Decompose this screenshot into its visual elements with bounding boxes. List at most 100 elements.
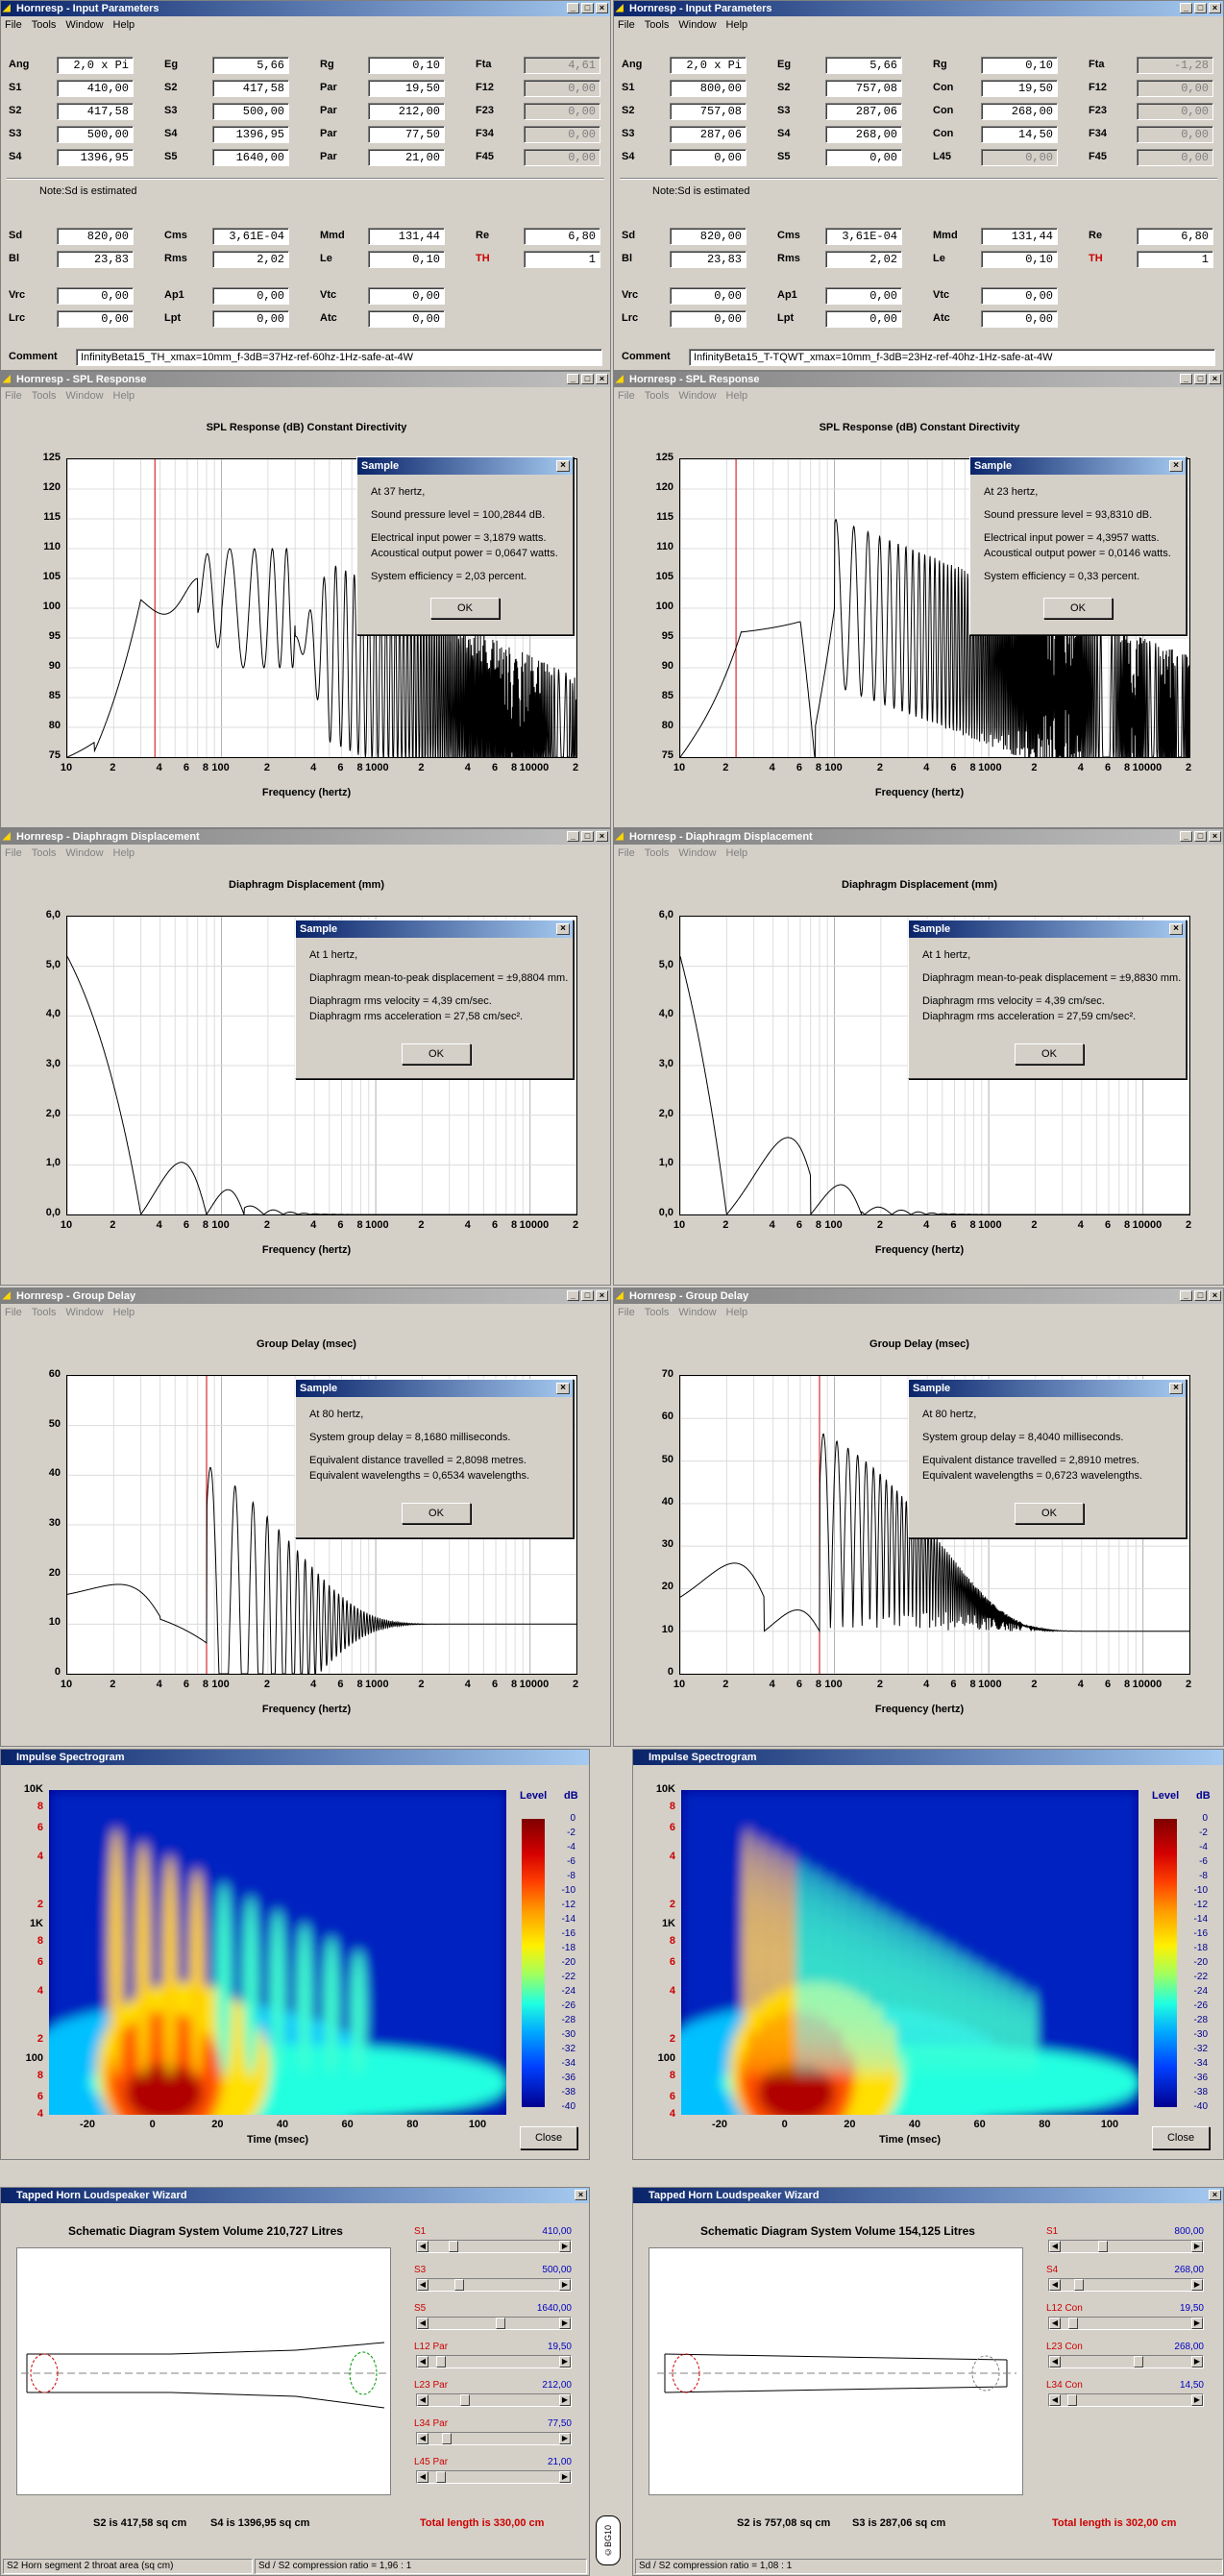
slider-thumb[interactable] [1068, 2318, 1079, 2329]
slider-left-arrow-icon[interactable]: ◀ [1049, 2279, 1061, 2291]
menu-window[interactable]: Window [65, 1307, 104, 1318]
parameter-slider[interactable]: ◀ ▶ [416, 2278, 572, 2292]
menu-file[interactable]: File [5, 19, 22, 31]
driver-field[interactable]: 23,83 [670, 251, 747, 268]
driver-field[interactable]: 131,44 [368, 228, 445, 245]
dialog-close-button[interactable]: × [1169, 460, 1183, 472]
slider-right-arrow-icon[interactable]: ▶ [559, 2471, 571, 2483]
dialog-title-bar[interactable]: Sample × [296, 920, 573, 938]
dialog-title-bar[interactable]: Sample × [296, 1380, 573, 1397]
maximize-button[interactable]: □ [581, 831, 594, 842]
driver-field[interactable]: 1 [1137, 251, 1213, 268]
param-field[interactable]: 287,06 [670, 126, 747, 143]
menu-file[interactable]: File [5, 1307, 22, 1318]
ok-button[interactable]: OK [1043, 598, 1113, 619]
close-button[interactable]: Close [520, 2126, 577, 2149]
slider-thumb[interactable] [436, 2471, 447, 2483]
slider-left-arrow-icon[interactable]: ◀ [1049, 2394, 1061, 2406]
minimize-button[interactable]: _ [1180, 1290, 1192, 1301]
param-field[interactable]: 21,00 [368, 149, 445, 166]
slider-left-arrow-icon[interactable]: ◀ [417, 2241, 428, 2252]
slider-left-arrow-icon[interactable]: ◀ [417, 2433, 428, 2444]
slider-thumb[interactable] [1134, 2356, 1144, 2367]
chamber-field[interactable]: 0,00 [57, 287, 134, 305]
title-bar[interactable]: Impulse Spectrogram [633, 1750, 1223, 1765]
minimize-button[interactable]: _ [567, 3, 579, 13]
slider-left-arrow-icon[interactable]: ◀ [417, 2279, 428, 2291]
menu-help[interactable]: Help [725, 390, 748, 402]
slider-left-arrow-icon[interactable]: ◀ [1049, 2318, 1061, 2329]
minimize-button[interactable]: _ [1180, 374, 1192, 384]
ok-button[interactable]: OK [1015, 1043, 1084, 1065]
slider-left-arrow-icon[interactable]: ◀ [417, 2471, 428, 2483]
ok-button[interactable]: OK [402, 1043, 471, 1065]
param-field[interactable]: 1396,95 [212, 126, 289, 143]
slider-thumb[interactable] [1098, 2241, 1109, 2252]
menu-window[interactable]: Window [65, 390, 104, 402]
driver-field[interactable]: 0,10 [368, 251, 445, 268]
param-field[interactable]: 500,00 [57, 126, 134, 143]
param-field[interactable]: 1640,00 [212, 149, 289, 166]
menu-tools[interactable]: Tools [31, 847, 57, 859]
menu-file[interactable]: File [618, 847, 635, 859]
close-button[interactable]: × [596, 374, 608, 384]
slider-right-arrow-icon[interactable]: ▶ [1191, 2356, 1203, 2367]
slider-right-arrow-icon[interactable]: ▶ [1191, 2318, 1203, 2329]
parameter-slider[interactable]: ◀ ▶ [1048, 2355, 1204, 2368]
slider-right-arrow-icon[interactable]: ▶ [559, 2356, 571, 2367]
param-field[interactable]: 0,00 [825, 149, 902, 166]
param-field[interactable]: 500,00 [212, 103, 289, 120]
slider-left-arrow-icon[interactable]: ◀ [417, 2318, 428, 2329]
parameter-slider[interactable]: ◀ ▶ [416, 2355, 572, 2368]
menu-help[interactable]: Help [725, 1307, 748, 1318]
slider-right-arrow-icon[interactable]: ▶ [1191, 2394, 1203, 2406]
param-field[interactable]: 800,00 [670, 80, 747, 97]
param-field[interactable]: 268,00 [981, 103, 1058, 120]
chamber-field[interactable]: 0,00 [368, 310, 445, 328]
title-bar[interactable]: ◢ Hornresp - Diaphragm Displacement _ □ × [614, 829, 1223, 845]
driver-field[interactable]: 0,10 [981, 251, 1058, 268]
maximize-button[interactable]: □ [1194, 1290, 1207, 1301]
menu-help[interactable]: Help [112, 847, 135, 859]
param-field[interactable]: 14,50 [981, 126, 1058, 143]
driver-field[interactable]: 23,83 [57, 251, 134, 268]
minimize-button[interactable]: _ [567, 1290, 579, 1301]
chamber-field[interactable]: 0,00 [825, 310, 902, 328]
parameter-slider[interactable]: ◀ ▶ [416, 2240, 572, 2253]
driver-field[interactable]: 820,00 [57, 228, 134, 245]
dialog-close-button[interactable]: × [556, 1383, 570, 1394]
param-field[interactable]: 0,10 [981, 57, 1058, 74]
parameter-slider[interactable]: ◀ ▶ [1048, 2393, 1204, 2407]
title-bar[interactable]: Tapped Horn Loudspeaker Wizard × [633, 2188, 1223, 2203]
menu-file[interactable]: File [618, 1307, 635, 1318]
slider-right-arrow-icon[interactable]: ▶ [559, 2318, 571, 2329]
menu-help[interactable]: Help [725, 847, 748, 859]
driver-field[interactable]: 131,44 [981, 228, 1058, 245]
driver-field[interactable]: 2,02 [212, 251, 289, 268]
slider-right-arrow-icon[interactable]: ▶ [1191, 2241, 1203, 2252]
maximize-button[interactable]: □ [581, 3, 594, 13]
param-field[interactable]: 1396,95 [57, 149, 134, 166]
driver-field[interactable]: 3,61E-04 [825, 228, 902, 245]
dialog-close-button[interactable]: × [556, 923, 570, 935]
parameter-slider[interactable]: ◀ ▶ [1048, 2317, 1204, 2330]
minimize-button[interactable]: _ [1180, 831, 1192, 842]
slider-right-arrow-icon[interactable]: ▶ [559, 2394, 571, 2406]
menu-tools[interactable]: Tools [644, 19, 670, 31]
close-button[interactable]: × [1209, 831, 1221, 842]
menu-window[interactable]: Window [65, 847, 104, 859]
ok-button[interactable]: OK [430, 598, 500, 619]
param-field[interactable]: 287,06 [825, 103, 902, 120]
slider-left-arrow-icon[interactable]: ◀ [1049, 2241, 1061, 2252]
driver-field[interactable]: 6,80 [524, 228, 600, 245]
param-field[interactable]: 757,08 [670, 103, 747, 120]
title-bar[interactable]: ◢ Hornresp - SPL Response _ □ × [1, 372, 610, 387]
maximize-button[interactable]: □ [1194, 3, 1207, 13]
menu-file[interactable]: File [5, 847, 22, 859]
param-field[interactable]: 417,58 [212, 80, 289, 97]
menu-window[interactable]: Window [678, 19, 717, 31]
title-bar[interactable]: ◢ Hornresp - Group Delay _ □ × [614, 1288, 1223, 1304]
param-field[interactable]: 19,50 [368, 80, 445, 97]
menu-window[interactable]: Window [678, 1307, 717, 1318]
slider-thumb[interactable] [496, 2318, 506, 2329]
